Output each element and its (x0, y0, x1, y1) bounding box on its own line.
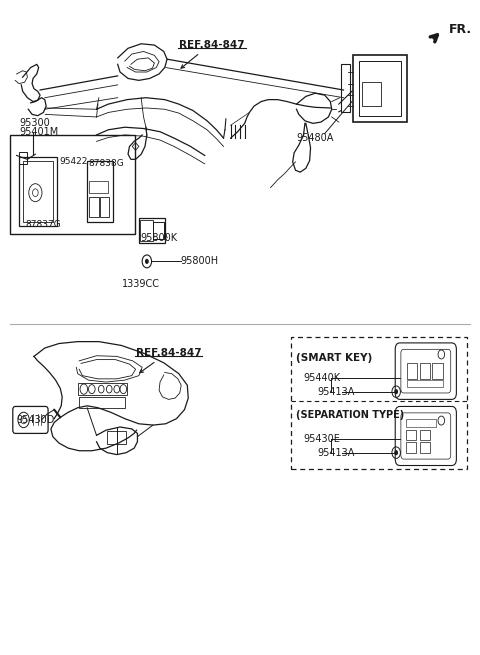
Bar (11, 135, 135, 234)
Bar (89, 181, 108, 193)
Text: (SEPARATION TYPE): (SEPARATION TYPE) (297, 411, 405, 421)
Bar (140, 219, 153, 242)
Bar (341, 64, 349, 113)
Text: 95430D: 95430D (16, 415, 55, 425)
Bar (291, 337, 467, 469)
Circle shape (394, 389, 398, 394)
Text: FR.: FR. (449, 22, 472, 35)
Text: (SMART KEY): (SMART KEY) (297, 352, 372, 363)
Bar (420, 430, 430, 440)
Text: REF.84-847: REF.84-847 (136, 348, 201, 358)
Bar (89, 196, 99, 217)
Bar (87, 160, 113, 221)
Text: 87837G: 87837G (25, 220, 61, 229)
Bar (23, 161, 53, 221)
Bar (362, 82, 381, 106)
Bar (406, 442, 416, 453)
Text: 95401M: 95401M (19, 126, 58, 137)
Bar (139, 218, 165, 243)
Bar (420, 363, 430, 379)
Text: REF.84-847: REF.84-847 (179, 40, 245, 50)
Bar (406, 419, 436, 427)
Text: 95480A: 95480A (297, 133, 334, 143)
Text: 95422: 95422 (59, 157, 87, 166)
Bar (407, 380, 443, 386)
Bar (407, 363, 417, 379)
Text: 87838G: 87838G (88, 159, 124, 168)
Circle shape (394, 450, 398, 455)
Bar (353, 55, 407, 122)
Bar (420, 442, 430, 453)
Bar (406, 430, 416, 440)
Bar (100, 196, 109, 217)
Bar (79, 398, 125, 407)
Text: 95413A: 95413A (318, 386, 355, 397)
Bar (19, 152, 27, 164)
Text: 95300: 95300 (19, 119, 49, 128)
Bar (108, 432, 126, 444)
Text: 95430E: 95430E (303, 434, 340, 443)
Text: 95800K: 95800K (140, 233, 178, 242)
Bar (78, 383, 127, 395)
Bar (359, 61, 401, 116)
Bar (154, 222, 164, 239)
Text: 1339CC: 1339CC (121, 279, 159, 289)
Text: 95800H: 95800H (181, 256, 219, 267)
Bar (19, 157, 57, 226)
Circle shape (145, 259, 149, 264)
Bar (432, 363, 443, 379)
Text: 95440K: 95440K (303, 373, 341, 383)
Text: 95413A: 95413A (318, 447, 355, 458)
